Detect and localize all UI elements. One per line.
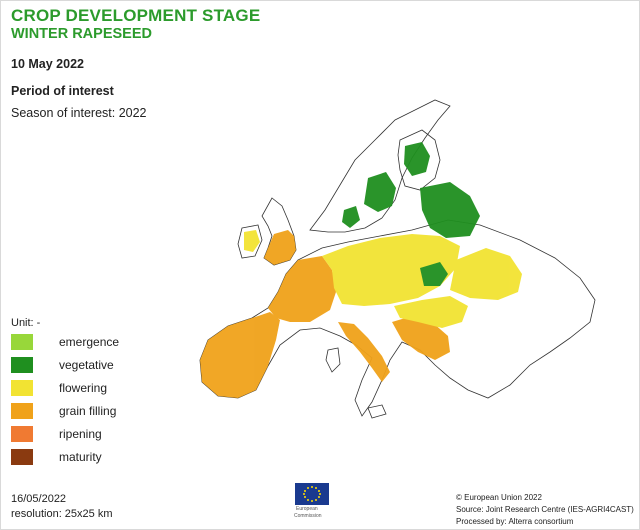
finland-outline	[397, 129, 441, 191]
legend-item-ripening: ripening	[11, 426, 102, 442]
legend-swatch-vegetative	[11, 357, 33, 373]
legend-swatch-flowering	[11, 380, 33, 396]
legend-label-flowering: flowering	[59, 381, 108, 395]
region-flowering-danube	[394, 296, 468, 328]
eu-flag-stars	[303, 486, 321, 502]
season-text: Season of interest: 2022	[11, 106, 147, 120]
legend-label-maturity: maturity	[59, 450, 102, 464]
legend-item-vegetative: vegetative	[11, 357, 114, 373]
europe-map	[199, 99, 596, 419]
logo-caption-line1: European	[296, 506, 318, 512]
region-vegetative-denmark	[342, 206, 360, 228]
credit-processed-by: Processed by: Alterra consortium	[456, 517, 574, 526]
legend-item-grain-filling: grain filling	[11, 403, 116, 419]
region-vegetative-finland	[404, 142, 430, 176]
legend-label-vegetative: vegetative	[59, 358, 114, 372]
eu-flag-background	[295, 483, 329, 505]
legend-swatch-grain-filling	[11, 403, 33, 419]
map-title: CROP DEVELOPMENT STAGE	[11, 6, 261, 25]
region-vegetative-baltic	[420, 182, 480, 238]
region-vegetative-scandinavia	[364, 172, 396, 212]
crop-stage-regions	[200, 142, 522, 398]
legend-label-grain-filling: grain filling	[59, 404, 117, 418]
region-grain-filling-france	[268, 256, 336, 322]
logo-caption-line2: Commission	[294, 513, 322, 519]
region-grain-filling-balkans	[392, 316, 450, 360]
ireland-outline	[237, 224, 263, 259]
sardinia-outline	[325, 347, 341, 373]
legend-item-emergence: emergence	[11, 334, 119, 350]
legend-item-flowering: flowering	[11, 380, 107, 396]
region-vegetative-romania	[420, 262, 448, 286]
legend-swatch-ripening	[11, 426, 33, 442]
region-grain-filling-iberia	[200, 312, 280, 398]
map-subtitle: WINTER RAPESEED	[11, 26, 152, 42]
period-heading: Period of interest	[11, 84, 114, 98]
map-date: 10 May 2022	[11, 57, 84, 71]
legend-swatch-maturity	[11, 449, 33, 465]
scandinavia-outline	[309, 99, 451, 233]
legend-label-ripening: ripening	[59, 427, 102, 441]
credit-copyright: © European Union 2022	[456, 493, 542, 502]
credit-source: Source: Joint Research Centre (IES-AGRI4…	[456, 505, 634, 514]
region-flowering-ireland	[244, 230, 260, 252]
footer-resolution: resolution: 25x25 km	[11, 508, 113, 520]
region-grain-filling-britain	[264, 230, 296, 265]
eu-flag-logo	[295, 483, 329, 505]
legend-swatch-emergence	[11, 334, 33, 350]
legend-label-emergence: emergence	[59, 335, 120, 349]
footer-date: 16/05/2022	[11, 493, 67, 505]
sicily-outline	[367, 404, 387, 419]
region-flowering-central	[322, 234, 460, 306]
legend-unit-label: Unit: -	[11, 317, 41, 329]
region-grain-filling-italy	[338, 322, 390, 382]
region-flowering-east	[450, 248, 522, 300]
legend-item-maturity: maturity	[11, 449, 102, 465]
